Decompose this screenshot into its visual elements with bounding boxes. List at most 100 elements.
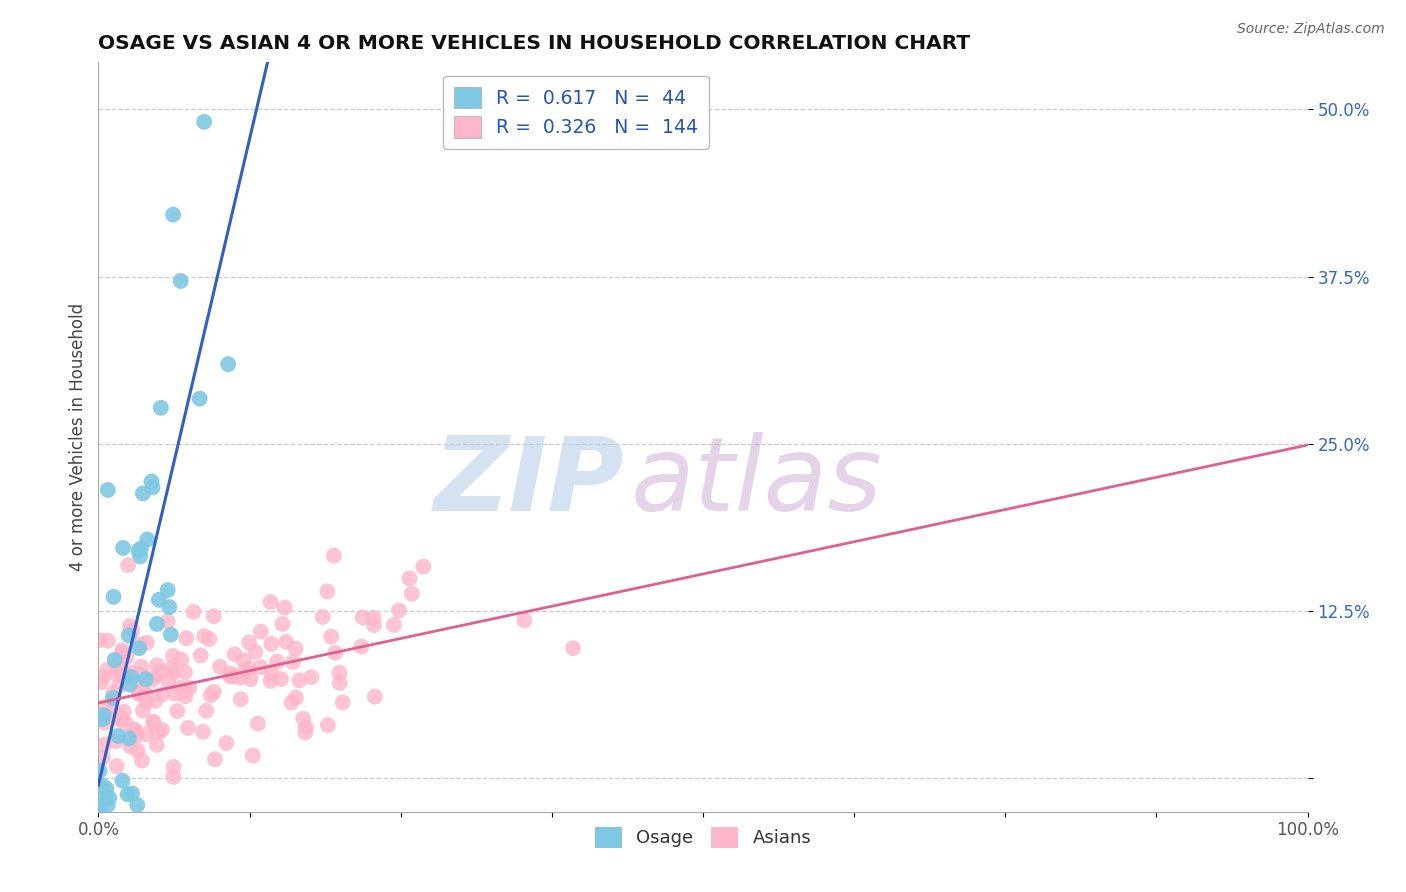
Point — [107, 657, 129, 671]
Point — [108, 711, 131, 725]
Point — [104, 734, 127, 748]
Point — [110, 668, 132, 682]
Point — [238, 661, 260, 675]
Point — [103, 686, 125, 700]
Point — [174, 690, 197, 704]
Text: ZIP: ZIP — [434, 432, 624, 533]
Point — [159, 628, 181, 642]
Point — [233, 665, 256, 679]
Point — [259, 673, 281, 688]
Point — [190, 648, 212, 663]
Point — [162, 666, 184, 681]
Point — [118, 619, 141, 633]
Point — [129, 549, 152, 564]
Point — [89, 798, 111, 813]
Point — [150, 723, 173, 737]
Point — [148, 592, 170, 607]
Point — [388, 603, 411, 617]
Point — [224, 647, 246, 661]
Point — [146, 616, 169, 631]
Point — [127, 743, 149, 757]
Point — [513, 613, 536, 627]
Point — [141, 475, 163, 489]
Point — [177, 721, 200, 735]
Point — [174, 665, 197, 680]
Point — [118, 677, 141, 691]
Point — [142, 673, 165, 687]
Point — [145, 738, 167, 752]
Point — [229, 671, 252, 685]
Point — [193, 115, 215, 129]
Point — [294, 725, 316, 739]
Point — [215, 736, 238, 750]
Point — [93, 715, 115, 730]
Point — [89, 633, 111, 648]
Point — [91, 779, 114, 793]
Point — [136, 533, 159, 547]
Text: OSAGE VS ASIAN 4 OR MORE VEHICLES IN HOUSEHOLD CORRELATION CHART: OSAGE VS ASIAN 4 OR MORE VEHICLES IN HOU… — [98, 34, 970, 53]
Point — [111, 712, 134, 726]
Point — [281, 655, 304, 669]
Point — [128, 687, 150, 701]
Point — [316, 718, 339, 732]
Point — [125, 728, 148, 742]
Point — [284, 641, 307, 656]
Point — [93, 670, 115, 684]
Point — [245, 645, 267, 659]
Point — [316, 584, 339, 599]
Point — [202, 685, 225, 699]
Point — [163, 686, 186, 700]
Point — [105, 666, 128, 681]
Point — [96, 663, 118, 677]
Point — [198, 632, 221, 647]
Point — [128, 637, 150, 651]
Point — [111, 646, 134, 660]
Point — [91, 712, 114, 726]
Point — [94, 789, 117, 803]
Point — [135, 672, 157, 686]
Point — [332, 695, 354, 709]
Point — [219, 669, 242, 683]
Point — [280, 696, 302, 710]
Point — [321, 630, 343, 644]
Point — [260, 666, 283, 681]
Point — [156, 582, 179, 597]
Point — [176, 631, 198, 645]
Point — [118, 731, 141, 746]
Point — [217, 357, 239, 371]
Point — [135, 695, 157, 709]
Point — [229, 692, 252, 706]
Point — [382, 618, 405, 632]
Point — [363, 611, 385, 625]
Point — [191, 724, 214, 739]
Text: Source: ZipAtlas.com: Source: ZipAtlas.com — [1237, 22, 1385, 37]
Point — [107, 679, 129, 693]
Point — [121, 670, 143, 684]
Y-axis label: 4 or more Vehicles in Household: 4 or more Vehicles in Household — [69, 303, 87, 571]
Point — [131, 754, 153, 768]
Point — [135, 727, 157, 741]
Point — [121, 786, 143, 800]
Point — [200, 688, 222, 702]
Point — [98, 791, 121, 805]
Text: atlas: atlas — [630, 432, 882, 532]
Point — [89, 798, 111, 813]
Point — [96, 709, 118, 723]
Point — [124, 723, 146, 737]
Point — [112, 705, 135, 719]
Point — [162, 770, 184, 784]
Point — [195, 704, 218, 718]
Point — [127, 798, 149, 813]
Point — [162, 648, 184, 663]
Point — [270, 672, 292, 686]
Point — [295, 720, 318, 734]
Point — [114, 665, 136, 680]
Point — [143, 694, 166, 708]
Point — [173, 683, 195, 698]
Point — [117, 558, 139, 573]
Point — [156, 615, 179, 629]
Point — [128, 641, 150, 656]
Point — [149, 401, 172, 415]
Point — [157, 600, 180, 615]
Point — [93, 708, 115, 723]
